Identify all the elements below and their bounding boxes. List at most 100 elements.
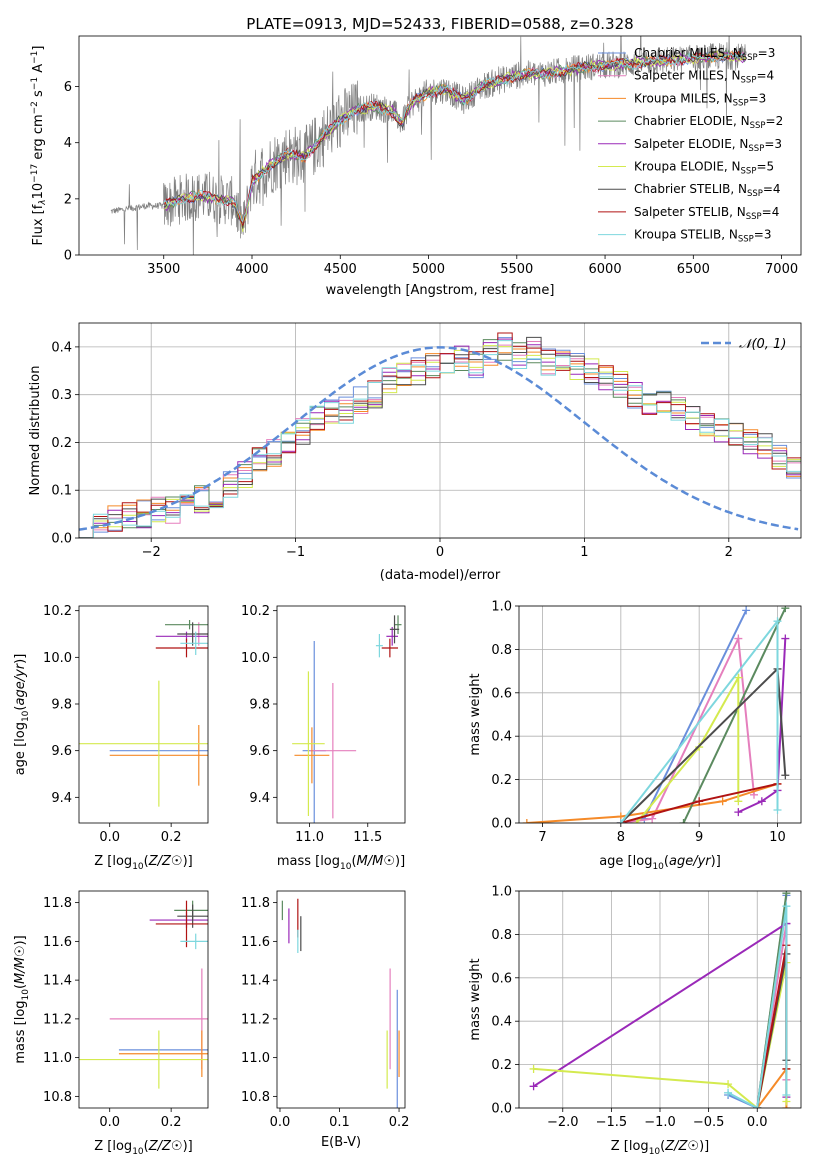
weight-marker xyxy=(773,805,782,814)
weight-marker xyxy=(753,1104,762,1108)
y-tick-label: 9.6 xyxy=(51,744,72,759)
x-tick-label: 8 xyxy=(617,830,625,845)
x-tick-label: −2.0 xyxy=(547,1115,579,1130)
weight-marker xyxy=(616,819,625,823)
svg-text:Z [log10(Z/Z☉)]: Z [log10(Z/Z☉)] xyxy=(611,1139,709,1157)
weight-marker xyxy=(773,617,782,626)
spectrum-plot xyxy=(110,36,747,255)
axes-age_vs_mass: 11.0 11.5 9.4 9.6 9.8 10.0 10.2 mass [log10(M/M… xyxy=(241,604,406,872)
y-tick-label: 1.0 xyxy=(491,600,512,615)
y-tick-label: 0.4 xyxy=(51,340,72,355)
legend-label: Chabrier ELODIE, NSSP=2 xyxy=(634,114,783,131)
y-tick-label: 0.4 xyxy=(491,730,512,745)
y-tick-label: 9.6 xyxy=(249,744,270,759)
massweight_vs_Z-plot xyxy=(529,891,791,1108)
axes-frame xyxy=(518,605,802,824)
data-spectrum-line xyxy=(110,36,747,255)
x-axis-label: age [log10(age/yr)] xyxy=(599,854,721,872)
y-tick-label: 4 xyxy=(64,136,72,151)
weight-marker xyxy=(734,808,743,817)
normal-curve xyxy=(79,346,799,531)
y-tick-label: 1.0 xyxy=(491,885,512,900)
model-line-8 xyxy=(163,52,746,223)
y-tick-label: 9.8 xyxy=(51,698,72,713)
x-tick-label: 0.0 xyxy=(747,1115,768,1130)
y-tick-label: 0.6 xyxy=(491,971,512,986)
weight-line-3 xyxy=(682,607,787,823)
model-line-7 xyxy=(163,51,746,227)
y-tick-label: 0.8 xyxy=(491,928,512,943)
x-tick-label: 6500 xyxy=(677,262,710,277)
y-tick-label: 0.1 xyxy=(51,484,72,499)
x-tick-label: 0.2 xyxy=(389,1115,410,1130)
x-tick-label: 0 xyxy=(436,545,444,560)
x-tick-label: 4000 xyxy=(235,262,268,277)
axes-frame xyxy=(518,890,802,1109)
x-tick-label: 11.0 xyxy=(295,830,324,845)
y-tick-label: 11.4 xyxy=(241,974,270,989)
weight-marker xyxy=(648,814,657,823)
axes-massweight_vs_age: 7 8 9 10 0.0 0.2 0.4 0.6 0.8 1.0 age [log10(age/yr… xyxy=(468,600,802,872)
x-tick-label: −1.0 xyxy=(644,1115,676,1130)
y-tick-label: 11.0 xyxy=(241,1051,270,1066)
y-axis-label: mass [log10(M/M☉)] xyxy=(13,935,31,1063)
weight-marker xyxy=(781,771,790,780)
svg-text:mass [log10(M/M☉)]: mass [log10(M/M☉)] xyxy=(277,854,405,872)
axes-frame xyxy=(276,605,406,824)
y-tick-label: 0.0 xyxy=(491,817,512,832)
x-axis-label: E(B-V) xyxy=(321,1135,361,1150)
age_vs_mass-plot xyxy=(292,615,402,823)
x-tick-label: 1 xyxy=(580,545,588,560)
legend-label: Kroupa ELODIE, NSSP=5 xyxy=(634,160,774,177)
y-tick-label: 11.6 xyxy=(43,935,72,950)
y-tick-label: 0.2 xyxy=(491,1058,512,1073)
x-tick-label: 5000 xyxy=(412,262,445,277)
legend-label: Kroupa STELIB, NSSP=3 xyxy=(634,228,772,245)
y-tick-label: 6 xyxy=(64,80,72,95)
weight-marker xyxy=(782,891,791,898)
svg-text:Z [log10(Z/Z☉)]: Z [log10(Z/Z☉)] xyxy=(94,854,192,872)
x-tick-label: −1 xyxy=(286,545,305,560)
massweight_vs_age-plot xyxy=(522,606,790,823)
weight-marker xyxy=(529,1082,538,1091)
y-axis-label: mass weight xyxy=(468,958,483,1040)
y-tick-label: 9.4 xyxy=(249,791,270,806)
svg-text:mass [log10(M/M☉)]: mass [log10(M/M☉)] xyxy=(13,935,31,1063)
spectrum-legend: Chabrier MILES, NSSP=3 Salpeter MILES, NS… xyxy=(598,46,783,245)
y-tick-label: 0.0 xyxy=(491,1102,512,1117)
y-tick-label: 9.4 xyxy=(51,791,72,806)
weight-marker xyxy=(724,1088,733,1097)
axes-frame xyxy=(276,890,406,1109)
y-tick-label: 11.4 xyxy=(43,974,72,989)
x-tick-label: 7 xyxy=(538,830,546,845)
axes-mass_vs_ebv: 0.0 0.1 0.2 10.8 11.0 11.2 11.4 11.6 11.8 E(B-V) xyxy=(241,890,410,1150)
x-tick-label: 11.5 xyxy=(353,830,382,845)
axes-age_vs_Z: 0.0 0.2 9.4 9.6 9.8 10.0 10.2 Z [log10(Z/Z☉)] ag… xyxy=(13,604,209,872)
axes-frame xyxy=(78,35,802,256)
y-tick-label: 2 xyxy=(64,192,72,207)
y-tick-label: 10.2 xyxy=(43,604,72,619)
y-tick-label: 11.8 xyxy=(241,896,270,911)
weight-line-5 xyxy=(635,673,740,823)
y-tick-label: 0.0 xyxy=(51,532,72,547)
y-axis-label: mass weight xyxy=(468,673,483,755)
y-axis-label: Flux [fλ10−17 erg cm−2 s−1 A−1] xyxy=(30,46,48,246)
weight-marker xyxy=(718,797,727,806)
y-tick-label: 10.8 xyxy=(241,1090,270,1105)
y-tick-label: 0.2 xyxy=(51,436,72,451)
x-tick-label: 0.0 xyxy=(99,830,120,845)
weight-marker xyxy=(529,1064,538,1073)
age_vs_Z-plot xyxy=(79,620,208,807)
weight-marker xyxy=(522,819,531,823)
x-axis-label: wavelength [Angstrom, rest frame] xyxy=(326,283,555,298)
axes-spectrum: 3500 4000 4500 5000 5500 6000 6500 7000 0 2 4 6 wave… xyxy=(30,35,802,298)
x-axis-label: (data-model)/error xyxy=(380,568,501,583)
x-tick-label: 0.0 xyxy=(270,1115,291,1130)
y-axis-label: Normed distribution xyxy=(28,366,43,496)
y-tick-label: 0.3 xyxy=(51,388,72,403)
y-tick-label: 11.0 xyxy=(43,1051,72,1066)
x-tick-label: 7000 xyxy=(765,262,798,277)
y-tick-label: 0.4 xyxy=(491,1015,512,1030)
y-tick-label: 9.8 xyxy=(249,698,270,713)
